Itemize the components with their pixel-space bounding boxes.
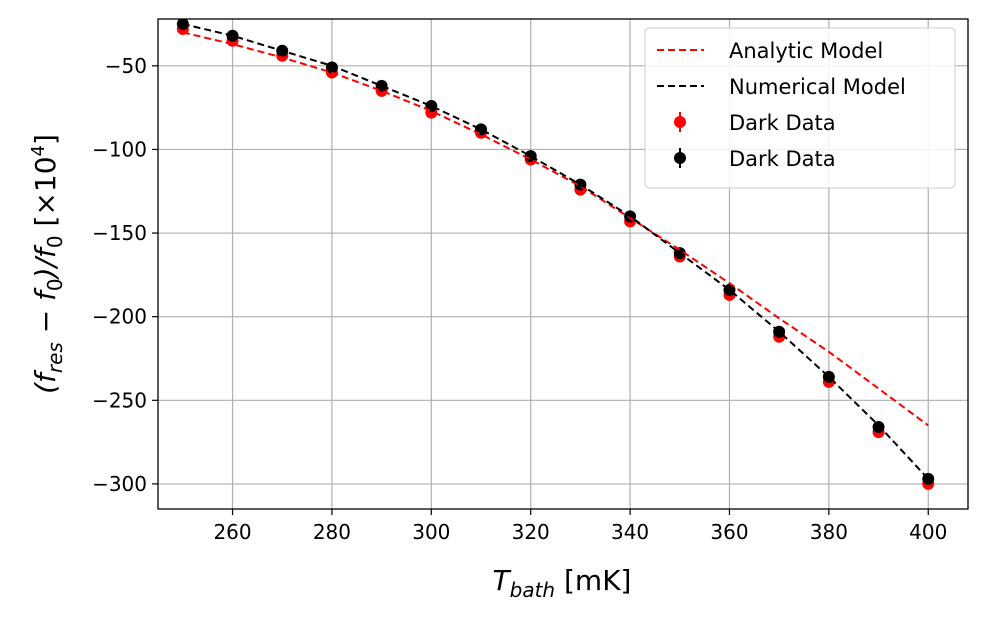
- x-tick-label: 300: [412, 520, 450, 544]
- legend-entry-label: Dark Data: [729, 147, 836, 171]
- x-tick-label: 360: [710, 520, 748, 544]
- x-tick-label: 260: [213, 520, 251, 544]
- legend-marker-swatch: [674, 116, 686, 128]
- legend-box: [644, 27, 956, 189]
- y-axis-label-mid: − f: [29, 287, 62, 342]
- series-line-0: [182, 31, 929, 427]
- y-tick-label: −50: [105, 54, 147, 78]
- series-line-1: [182, 23, 929, 480]
- legend: Analytic Model Numerical Model Dark Data Da…: [644, 27, 956, 189]
- y-tick-label: −150: [92, 221, 147, 245]
- data-point-series-3: [226, 29, 239, 42]
- x-tick-label: 320: [512, 520, 550, 544]
- y-axis-label: (fres − f0)/f0 [×104]: [28, 134, 67, 394]
- y-axis-label-open: (f: [29, 369, 62, 394]
- x-tick-label: 280: [313, 520, 351, 544]
- legend-entry-label: Analytic Model: [729, 39, 883, 63]
- legend-entry-label: Numerical Model: [729, 75, 906, 99]
- legend-marker-swatch: [674, 152, 686, 164]
- data-point-series-3: [325, 61, 338, 74]
- x-axis-label-unit: [mK]: [555, 564, 631, 597]
- y-axis-label-exp: 4: [28, 145, 49, 156]
- plot-area: [176, 19, 935, 490]
- x-tick-label: 340: [611, 520, 649, 544]
- data-point-series-3: [872, 421, 885, 434]
- y-tick-label: −200: [92, 305, 147, 329]
- ticks: 260 280 300 320 340 360 380 400 −50 −100 −150 −200 −…: [92, 54, 947, 544]
- y-axis-label-unit: [×10: [29, 156, 62, 235]
- y-tick-label: −250: [92, 388, 147, 412]
- y-tick-label: −300: [92, 472, 147, 496]
- y-axis-label-sub2: 0: [43, 278, 67, 291]
- data-point-series-3: [524, 150, 537, 163]
- x-axis-label: Tbath [mK]: [493, 564, 632, 602]
- y-axis-label-close: )/f: [29, 244, 62, 280]
- y-axis-label-end: ]: [29, 134, 62, 145]
- data-point-series-3: [475, 123, 488, 136]
- y-tick-label: −100: [92, 137, 147, 161]
- y-axis-label-sub3: 0: [43, 235, 67, 248]
- series-layer: [176, 19, 935, 490]
- y-axis-label-sub1: res: [43, 342, 67, 373]
- legend-entry-label: Dark Data: [729, 111, 836, 135]
- x-tick-label: 380: [810, 520, 848, 544]
- x-tick-label: 400: [909, 520, 947, 544]
- x-axis-label-main: T: [493, 564, 512, 597]
- plot-frame: [157, 18, 969, 510]
- x-axis-label-sub: bath: [510, 578, 555, 602]
